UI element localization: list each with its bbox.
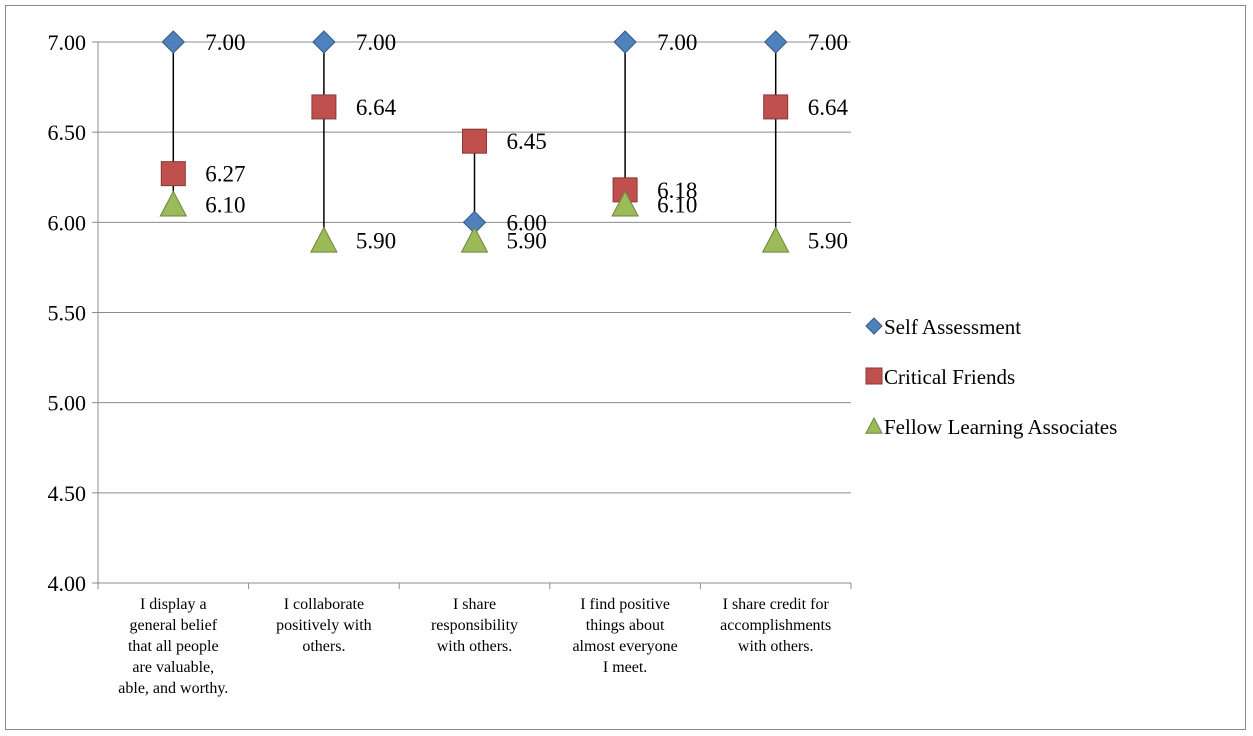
data-point-triangle: [761, 226, 790, 253]
data-markers: [159, 30, 790, 253]
x-category-label-line: I collaborate: [284, 596, 364, 613]
x-category-label-line: others.: [302, 638, 345, 655]
data-point-triangle: [611, 190, 639, 217]
data-point-square: [160, 161, 186, 187]
y-axis-ticks: 7.00 6.50 6.00 5.50 5.00 4.50 4.00: [48, 30, 98, 596]
data-point-triangle: [310, 226, 338, 253]
y-tick-label: 5.00: [48, 391, 87, 416]
data-label: 6.64: [356, 95, 397, 120]
x-category-label: I display a general belief that all people…: [118, 596, 228, 697]
legend-label: Critical Friends: [884, 365, 1015, 389]
chart: 7.00 6.50 6.00 5.50 5.00 4.50 4.00 I display a…: [48, 30, 1118, 697]
x-category-label-line: with others.: [738, 638, 814, 655]
data-label: 6.64: [808, 95, 849, 120]
x-category-label: I share responsibility with others.: [431, 596, 518, 655]
x-category-label-line: almost everyone: [572, 638, 677, 655]
y-tick-label: 6.50: [48, 120, 87, 145]
legend-label: Fellow Learning Associates: [884, 415, 1117, 439]
y-tick-label: 4.50: [48, 481, 87, 506]
y-tick-label: 6.00: [48, 210, 87, 235]
data-label: 7.00: [808, 30, 848, 55]
x-category-label-line: that all people: [128, 638, 219, 655]
x-category-label: I share credit for accomplishments with ot…: [720, 596, 831, 655]
x-category-label: I find positive things about almost everyo…: [572, 596, 677, 676]
x-category-label-line: responsibility: [431, 617, 518, 634]
x-category-label-line: able, and worthy.: [118, 680, 228, 697]
axes: [97, 42, 852, 589]
legend-label: Self Assessment: [884, 315, 1021, 339]
data-label: 5.90: [808, 228, 848, 253]
x-category-label-line: are valuable,: [132, 659, 214, 676]
data-label: 7.00: [205, 30, 245, 55]
legend: Self Assessment Critical Friends Fellow Le…: [865, 315, 1117, 439]
x-category-label-line: I meet.: [603, 659, 647, 676]
data-label: 6.10: [205, 192, 245, 217]
data-point-triangle: [460, 226, 489, 253]
y-tick-label: 5.50: [48, 301, 87, 326]
data-point-diamond: [613, 30, 637, 54]
x-category-label-line: I share credit for: [723, 596, 830, 613]
data-label: 6.18: [657, 178, 697, 203]
x-category-label-line: I display a: [140, 596, 207, 613]
data-label: 7.00: [657, 30, 697, 55]
gridlines: [98, 41, 851, 584]
x-category-label: I collaborate positively with others.: [276, 596, 372, 655]
data-label: 6.10: [657, 192, 697, 217]
y-tick-label: 4.00: [48, 571, 87, 596]
data-point-diamond: [161, 30, 186, 54]
data-point-square: [462, 128, 487, 154]
x-category-label-line: with others.: [437, 638, 513, 655]
legend-marker-diamond: [865, 317, 883, 335]
data-label: 6.00: [507, 210, 547, 235]
x-category-label-line: things about: [586, 617, 665, 634]
x-category-label-line: I share: [453, 596, 496, 613]
x-axis-categories: I display a general belief that all people…: [118, 596, 831, 697]
x-category-label-line: accomplishments: [720, 617, 831, 634]
data-label: 5.90: [356, 228, 396, 253]
legend-marker-square: [865, 367, 883, 385]
data-label: 7.00: [356, 30, 396, 55]
legend-marker-triangle: [865, 416, 883, 434]
data-labels: 7.00 7.00 6.00 7.00 7.00 6.27 6.64 6.45 6.18 6.64…: [205, 30, 848, 253]
x-category-label-line: positively with: [276, 617, 372, 634]
data-label: 6.45: [507, 129, 547, 154]
data-point-triangle: [159, 190, 188, 217]
x-category-label-line: I find positive: [580, 596, 670, 613]
chart-frame: 7.00 6.50 6.00 5.50 5.00 4.50 4.00 I display a…: [5, 5, 1246, 730]
data-point-diamond: [763, 30, 788, 54]
y-tick-label: 7.00: [48, 30, 87, 55]
data-label: 5.90: [507, 228, 547, 253]
x-category-label-line: general belief: [130, 617, 218, 634]
data-point-square: [763, 94, 789, 120]
data-label: 6.27: [205, 162, 245, 187]
data-point-square: [311, 94, 337, 120]
data-point-diamond: [312, 30, 336, 54]
